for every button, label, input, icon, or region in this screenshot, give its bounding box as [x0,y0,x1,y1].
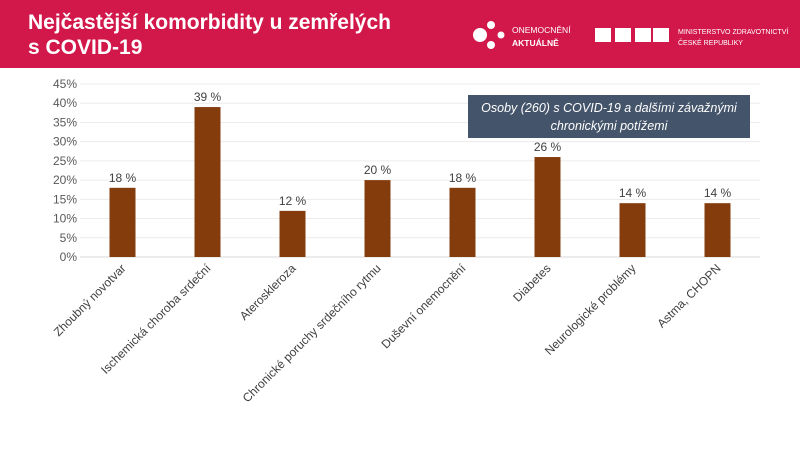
x-tick-label: Diabetes [510,261,553,304]
y-tick-label: 5% [60,231,78,245]
y-tick-label: 15% [53,192,77,206]
y-tick-label: 20% [53,173,77,187]
bar [109,187,136,257]
data-label: 26 % [534,140,562,154]
x-tick-label: Astma, CHOPN [654,261,723,330]
y-tick-label: 30% [53,135,77,149]
x-tick-label: Ateroskleroza [237,261,299,323]
data-label: 39 % [194,90,222,104]
logo-text-onemocneni: ONEMOCNĚNÍ AKTUÁLNĚ [512,25,571,48]
onemocneni-logo-icon [473,21,505,49]
data-label: 14 % [619,186,647,200]
bar [534,157,561,257]
data-label: 12 % [279,194,307,208]
y-tick-label: 0% [60,250,78,264]
data-label: 20 % [364,163,392,177]
x-tick-label: Neurologické problémy [542,261,639,358]
y-tick-label: 45% [53,77,77,91]
bar [364,180,391,257]
logo-text-ministry: MINISTERSTVO ZDRAVOTNICTVÍ ČESKÉ REPUBLIK… [678,29,789,47]
x-tick-label: Chronické poruchy srdečního rytmu [240,261,384,405]
header-banner: Nejčastější komorbidity u zemřelých s CO… [0,0,800,68]
x-tick-label: Duševní onemocnění [379,261,470,352]
bar [619,203,646,257]
y-tick-label: 25% [53,154,77,168]
data-label: 14 % [704,186,732,200]
page-title: Nejčastější komorbidity u zemřelých s CO… [28,11,391,59]
y-tick-label: 10% [53,212,77,226]
data-label: 18 % [109,171,137,185]
x-tick-label: Zhoubný novotvar [51,261,129,339]
bar [449,187,476,257]
y-tick-label: 40% [53,96,77,110]
ministry-logo-icon [595,28,669,42]
chart-annotation-box: Osoby (260) s COVID-19 a dalšími závažný… [468,95,750,138]
bar [279,210,306,257]
bar [194,107,221,257]
bar-chart: 0% 5% 10% 15% 20% 25% 30% 35% 40% 45% 18 % Zhoubný … [51,77,760,405]
data-label: 18 % [449,171,477,185]
y-tick-label: 35% [53,115,77,129]
bar [704,203,731,257]
